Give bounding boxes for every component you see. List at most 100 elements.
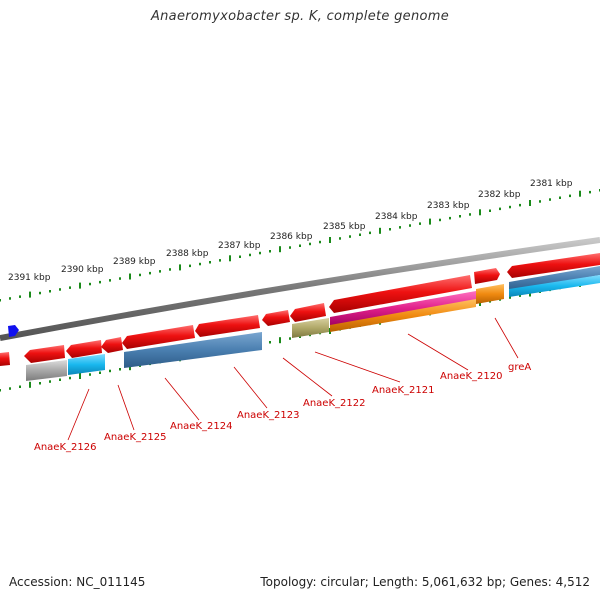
callout-line <box>407 333 469 371</box>
minor-tick <box>289 337 291 340</box>
minor-tick <box>289 246 291 249</box>
callout-line <box>164 377 200 421</box>
minor-tick <box>269 341 271 344</box>
gene-label[interactable]: AnaeK_2125 <box>104 432 166 443</box>
major-tick <box>429 218 431 225</box>
minor-tick <box>109 279 111 282</box>
gene-label[interactable]: greA <box>508 362 531 373</box>
minor-tick <box>39 382 41 385</box>
gene-arrow <box>66 340 102 358</box>
minor-tick <box>39 291 41 295</box>
minor-tick <box>49 290 51 293</box>
major-tick <box>29 381 31 388</box>
minor-tick <box>469 213 471 216</box>
minor-tick <box>119 368 121 371</box>
gene-arrow <box>262 310 290 326</box>
minor-tick <box>189 264 191 268</box>
minor-tick <box>19 385 21 388</box>
gene-arrow <box>101 337 123 353</box>
minor-tick <box>409 224 411 227</box>
minor-tick <box>169 268 171 271</box>
gene-arrow <box>24 345 65 363</box>
scale-label: 2388 kbp <box>166 249 209 259</box>
topology-summary: Topology: circular; Length: 5,061,632 bp… <box>260 575 590 589</box>
gene-arrow <box>290 303 326 322</box>
major-tick <box>79 373 81 379</box>
major-tick <box>529 200 531 206</box>
minor-tick <box>149 271 151 275</box>
callout-line <box>67 388 90 441</box>
minor-tick <box>219 259 221 262</box>
minor-tick <box>449 216 451 220</box>
gene-label[interactable]: AnaeK_2126 <box>34 442 96 453</box>
minor-tick <box>519 203 521 207</box>
minor-tick <box>139 273 141 277</box>
minor-tick <box>389 228 391 231</box>
minor-tick <box>159 270 161 273</box>
minor-tick <box>519 294 521 297</box>
minor-tick <box>589 190 591 194</box>
gene-arrow <box>507 253 600 278</box>
gene-arrow <box>474 268 500 284</box>
category-bar-orange <box>476 284 504 304</box>
gene-label[interactable]: AnaeK_2121 <box>372 385 434 396</box>
minor-tick <box>269 250 271 253</box>
minor-tick <box>549 198 551 201</box>
minor-tick <box>119 277 121 280</box>
minor-tick <box>369 231 371 235</box>
minor-tick <box>19 295 21 298</box>
scale-label: 2381 kbp <box>530 179 573 189</box>
major-tick <box>579 190 581 197</box>
category-bar-steelblue <box>124 332 262 368</box>
minor-tick <box>419 222 421 225</box>
scale-label: 2385 kbp <box>323 222 366 232</box>
map-title: Anaeromyxobacter sp. K, complete genome <box>150 9 450 24</box>
minor-tick <box>509 205 511 209</box>
category-bar-steelblue <box>509 266 600 291</box>
minor-tick <box>9 297 11 300</box>
category-bar-cyan <box>68 354 105 375</box>
forward-strand-genes <box>0 253 600 366</box>
minor-tick <box>299 244 301 247</box>
gene-label[interactable]: AnaeK_2124 <box>170 421 232 432</box>
minor-tick <box>49 380 51 383</box>
callout-line <box>117 384 135 431</box>
minor-tick <box>239 255 241 258</box>
minor-tick <box>89 373 91 376</box>
major-tick <box>479 209 481 216</box>
major-tick <box>329 237 331 243</box>
minor-tick <box>299 335 301 338</box>
scale-label: 2386 kbp <box>270 232 313 242</box>
minor-tick <box>0 389 1 392</box>
gene-arrow <box>0 352 10 366</box>
minor-tick <box>69 286 71 289</box>
major-tick <box>129 273 131 280</box>
minor-tick <box>309 242 311 246</box>
minor-tick <box>539 200 541 203</box>
callout-line <box>314 351 401 383</box>
category-bar-gray <box>26 360 67 381</box>
genome-backbone <box>0 237 600 341</box>
minor-tick <box>259 251 261 255</box>
major-tick <box>79 282 81 289</box>
gene-arrow <box>195 315 260 337</box>
scale-label: 2384 kbp <box>375 212 418 222</box>
minor-tick <box>319 240 321 244</box>
minor-tick <box>569 194 571 198</box>
callout-lines <box>67 317 519 441</box>
minor-tick <box>459 215 461 218</box>
gene-label[interactable]: AnaeK_2122 <box>303 398 365 409</box>
gene-label[interactable]: AnaeK_2123 <box>237 410 299 421</box>
major-tick <box>229 255 231 262</box>
minor-tick <box>109 369 111 373</box>
minor-tick <box>249 253 251 257</box>
minor-tick <box>69 376 71 380</box>
minor-tick <box>209 261 211 264</box>
category-bar-olive <box>292 318 329 338</box>
minor-tick <box>439 218 441 222</box>
scale-labels: 2391 kbp 2390 kbp 2389 kbp 2388 kbp 2387 kbp… <box>8 179 573 283</box>
gene-label[interactable]: AnaeK_2120 <box>440 371 502 382</box>
minor-tick <box>359 233 361 236</box>
major-tick <box>29 291 31 298</box>
